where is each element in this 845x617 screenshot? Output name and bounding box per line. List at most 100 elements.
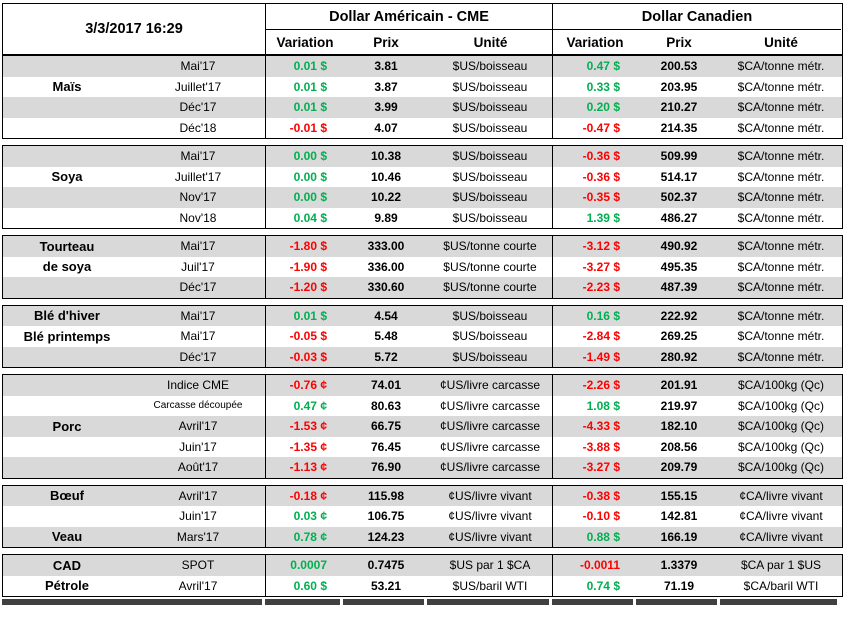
us-price-cell: 80.63	[370, 398, 402, 413]
commodity-name-cell: Maïs	[52, 79, 82, 95]
us-unit-cell: $US/boisseau	[428, 305, 553, 326]
ca-price-cell: 210.27	[660, 100, 698, 115]
us-variation-cell: 0.00 $	[293, 149, 327, 164]
month-cell: Avril'17	[131, 485, 266, 506]
table-row: Nov'18 0.04 $ 9.89 $US/boisseau 1.39 $ 486.27…	[3, 207, 842, 229]
us-price-cell: 3.87	[374, 79, 398, 94]
ca-unit-cell: $CA/100kg (Qc)	[737, 419, 825, 434]
us-unit-cell: $US/boisseau	[428, 207, 553, 228]
commodity-name-cell: Blé d'hiver	[34, 308, 100, 324]
us-unit-cell: ¢US/livre vivant	[428, 506, 553, 527]
table-row: Indice CME -0.76 ¢ 74.01 ¢US/livre carcasse…	[3, 375, 842, 396]
ca-variation-cell: 0.47 $	[586, 59, 620, 74]
us-price-cell: 53.21	[370, 578, 402, 593]
commodity-name-cell: Veau	[51, 529, 83, 545]
price-table-body: Mai'17 0.01 $ 3.81 $US/boisseau 0.47 $ 200.53…	[2, 55, 843, 597]
us-unit-cell: ¢US/livre carcasse	[428, 436, 553, 457]
ca-variation-cell: 0.33 $	[586, 79, 620, 94]
commodity-name-cell	[3, 277, 131, 298]
commodity-name-cell	[3, 396, 131, 417]
ca-price-cell: 219.97	[660, 398, 698, 413]
us-unit-cell: $US/boisseau	[428, 97, 553, 118]
us-variation-cell: -1.35 ¢	[289, 439, 327, 454]
commodity-name-cell: Bœuf	[50, 488, 84, 504]
us-price-cell: 3.81	[374, 59, 398, 74]
section-separator	[2, 548, 843, 554]
ca-variation-cell: 0.20 $	[586, 100, 620, 115]
ca-price-cell: 214.35	[660, 120, 698, 135]
table-row: Porc Avril'17 -1.53 ¢ 66.75 ¢US/livre carcas…	[3, 416, 842, 437]
cad-variation-header: Variation	[566, 34, 624, 50]
table-row: Blé d'hiver Mai'17 0.01 $ 4.54 $US/boisseau 0…	[3, 305, 842, 326]
ca-variation-cell: -0.38 $	[582, 488, 620, 503]
us-unit-cell: $US/boisseau	[428, 326, 553, 347]
us-price-cell: 3.99	[374, 100, 398, 115]
ca-unit-cell: $CA/tonne métr.	[737, 59, 825, 74]
commodity-name-cell: de soya	[42, 259, 92, 275]
section-mais: Mai'17 0.01 $ 3.81 $US/boisseau 0.47 $ 200.53…	[2, 55, 843, 139]
table-row: Soya Juillet'17 0.00 $ 10.46 $US/boisseau -0.…	[3, 166, 842, 187]
ca-unit-cell: $CA/100kg (Qc)	[737, 378, 825, 393]
timestamp-cell: 3/3/2017 16:29	[3, 4, 266, 54]
ca-variation-cell: -3.27 $	[582, 460, 620, 475]
table-row: Mai'17 0.00 $ 10.38 $US/boisseau -0.36 $ 509.…	[3, 146, 842, 167]
ca-price-cell: 155.15	[660, 488, 698, 503]
us-price-cell: 74.01	[370, 378, 402, 393]
us-variation-cell: 0.01 $	[293, 100, 327, 115]
ca-price-cell: 487.39	[660, 280, 698, 295]
us-unit-cell: $US/tonne courte	[428, 277, 553, 298]
us-variation-cell: -0.01 $	[289, 120, 327, 135]
month-cell: Mai'17	[131, 305, 266, 326]
ca-price-cell: 203.95	[660, 79, 698, 94]
ca-unit-cell: $CA/tonne métr.	[737, 210, 825, 225]
us-price-cell: 66.75	[370, 419, 402, 434]
month-cell: Nov'17	[131, 187, 266, 208]
section-tourteau-de-soya: Tourteau Mai'17 -1.80 $ 333.00 $US/tonne cou…	[2, 235, 843, 299]
section-soya: Mai'17 0.00 $ 10.38 $US/boisseau -0.36 $ 509.…	[2, 145, 843, 229]
commodity-name-cell	[3, 208, 131, 229]
table-row: Blé printemps Mai'17 -0.05 $ 5.48 $US/boisse…	[3, 326, 842, 347]
ca-unit-cell: $CA/tonne métr.	[737, 329, 825, 344]
ca-unit-cell: $CA/tonne métr.	[737, 308, 825, 323]
table-row: Bœuf Avril'17 -0.18 ¢ 115.98 ¢US/livre vivan…	[3, 485, 842, 506]
us-variation-cell: 0.03 ¢	[293, 509, 327, 524]
ca-unit-cell: $CA/100kg (Qc)	[737, 439, 825, 454]
ca-price-cell: 208.56	[660, 439, 698, 454]
ca-variation-cell: -1.49 $	[582, 349, 620, 364]
us-price-cell: 5.48	[374, 329, 398, 344]
commodity-name-cell	[3, 506, 131, 527]
ca-variation-cell: 1.08 $	[586, 398, 620, 413]
us-variation-cell: -1.80 $	[289, 239, 327, 254]
table-row: Veau Mars'17 0.78 ¢ 124.23 ¢US/livre vivant 0…	[3, 526, 842, 547]
us-unit-cell: $US/boisseau	[428, 56, 553, 77]
cad-subheaders: Variation Prix Unité	[553, 30, 841, 54]
ca-price-cell: 71.19	[663, 578, 695, 593]
us-variation-cell: -1.90 $	[289, 259, 327, 274]
ca-unit-cell: $CA/baril WTI	[743, 578, 819, 593]
us-variation-cell: 0.01 $	[293, 59, 327, 74]
table-header: 3/3/2017 16:29 Dollar Américain - CME Va…	[2, 3, 843, 55]
us-price-cell: 10.38	[370, 149, 402, 164]
us-unit-cell: $US/boisseau	[428, 117, 553, 138]
ca-unit-cell: $CA/tonne métr.	[737, 280, 825, 295]
ca-unit-cell: $CA/tonne métr.	[737, 169, 825, 184]
ca-unit-cell: ¢CA/livre vivant	[739, 509, 823, 524]
cutoff-cell	[2, 599, 262, 605]
section-boeuf-veau: Bœuf Avril'17 -0.18 ¢ 115.98 ¢US/livre vivan…	[2, 484, 843, 548]
us-unit-cell: ¢US/livre carcasse	[428, 375, 553, 396]
table-row: Juin'17 0.03 ¢ 106.75 ¢US/livre vivant -0.10…	[3, 506, 842, 527]
ca-variation-cell: -2.26 $	[582, 378, 620, 393]
us-unit-cell: $US par 1 $CA	[428, 555, 553, 576]
usd-group-title: Dollar Américain - CME	[266, 4, 552, 30]
section-separator	[2, 139, 843, 145]
usd-variation-header: Variation	[276, 34, 334, 50]
us-variation-cell: -0.76 ¢	[289, 378, 327, 393]
ca-variation-cell: -2.23 $	[582, 280, 620, 295]
ca-variation-cell: -0.36 $	[582, 169, 620, 184]
month-cell: Nov'18	[131, 207, 266, 228]
ca-unit-cell: $CA/tonne métr.	[737, 349, 825, 364]
commodity-name-cell	[3, 118, 131, 139]
ca-variation-cell: -4.33 $	[582, 419, 620, 434]
month-cell: Déc'17	[131, 346, 266, 367]
us-price-cell: 10.22	[370, 190, 402, 205]
